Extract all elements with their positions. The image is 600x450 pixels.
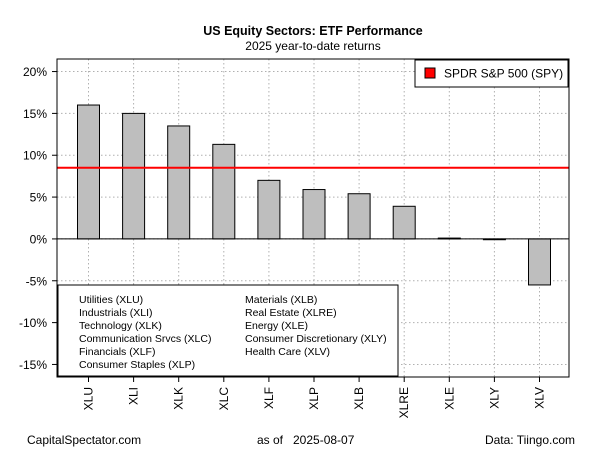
sector-key-box [57, 284, 399, 377]
y-tick-label: 20% [23, 65, 47, 79]
sector-key-right-column: Materials (XLB)Real Estate (XLRE)Energy … [245, 294, 387, 358]
sector-key-item: Materials (XLB) [245, 294, 317, 306]
x-tick-label: XLC [217, 387, 231, 411]
y-tick-label: 5% [30, 191, 48, 205]
sector-key-item: Health Care (XLV) [245, 346, 330, 358]
y-tick-label: 0% [30, 232, 48, 246]
bar-xlk [167, 125, 191, 240]
legend-swatch [424, 67, 436, 79]
sector-key-item: Financials (XLF) [79, 346, 155, 358]
x-tick-label: XLY [487, 387, 501, 409]
chart-title: US Equity Sectors: ETF Performance [203, 24, 423, 38]
y-tick-label: -10% [19, 316, 47, 330]
sector-key-item: Real Estate (XLRE) [245, 307, 337, 319]
bar-xli [122, 112, 146, 240]
bar-xlre [392, 205, 416, 240]
bar-xlv [528, 238, 551, 286]
legend: SPDR S&P 500 (SPY) [414, 59, 569, 88]
sector-key-item: Energy (XLE) [245, 320, 308, 332]
x-tick-label: XLI [127, 387, 141, 405]
footer-as-of-date: 2025-08-07 [293, 433, 355, 447]
y-tick-label: -15% [19, 358, 47, 372]
x-tick-label: XLE [442, 387, 456, 410]
legend-box [414, 59, 569, 88]
sector-key-item: Communication Srvcs (XLC) [79, 333, 211, 345]
sector-key-item: Consumer Discretionary (XLY) [245, 333, 387, 345]
reference-line-layer [57, 166, 569, 240]
x-tick-label: XLRE [397, 387, 411, 418]
footer-source-left: CapitalSpectator.com [27, 433, 141, 447]
sector-key-item: Technology (XLK) [79, 320, 162, 332]
x-tick-label: XLU [82, 387, 96, 410]
x-tick-label: XLP [307, 387, 321, 410]
y-tick-label: 15% [23, 107, 47, 121]
x-tick-label: XLK [172, 387, 186, 410]
bar-xlb [347, 193, 371, 240]
bar-xlp [302, 189, 326, 240]
y-tick-label: 10% [23, 149, 47, 163]
sector-key: Utilities (XLU)Industrials (XLI)Technolo… [57, 284, 399, 377]
y-axis: 20% 15% 10% 5% 0% -5% -10% -15% [19, 65, 57, 372]
x-tick-label: XLF [262, 387, 276, 409]
plot-frame [56, 58, 570, 378]
bars [77, 104, 551, 286]
footer-source-right: Data: Tiingo.com [485, 433, 575, 447]
sector-key-item: Industrials (XLI) [79, 307, 153, 319]
x-tick-label: XLB [352, 387, 366, 410]
bar-xlc [212, 143, 236, 240]
x-axis: XLU XLI XLK XLC XLF XLP XLB XLRE XLE XLY XLV [82, 377, 547, 418]
bar-xlf [257, 179, 281, 240]
sector-key-item: Consumer Staples (XLP) [79, 359, 195, 371]
chart-subtitle: 2025 year-to-date returns [245, 39, 380, 53]
footer-as-of-label: as of [257, 433, 284, 447]
y-tick-label: -5% [26, 274, 48, 288]
sector-key-left-column: Utilities (XLU)Industrials (XLI)Technolo… [79, 294, 211, 371]
bar-xlu [77, 104, 100, 240]
sector-key-item: Utilities (XLU) [79, 294, 143, 306]
legend-label: SPDR S&P 500 (SPY) [444, 67, 563, 81]
x-tick-label: XLV [533, 387, 547, 409]
